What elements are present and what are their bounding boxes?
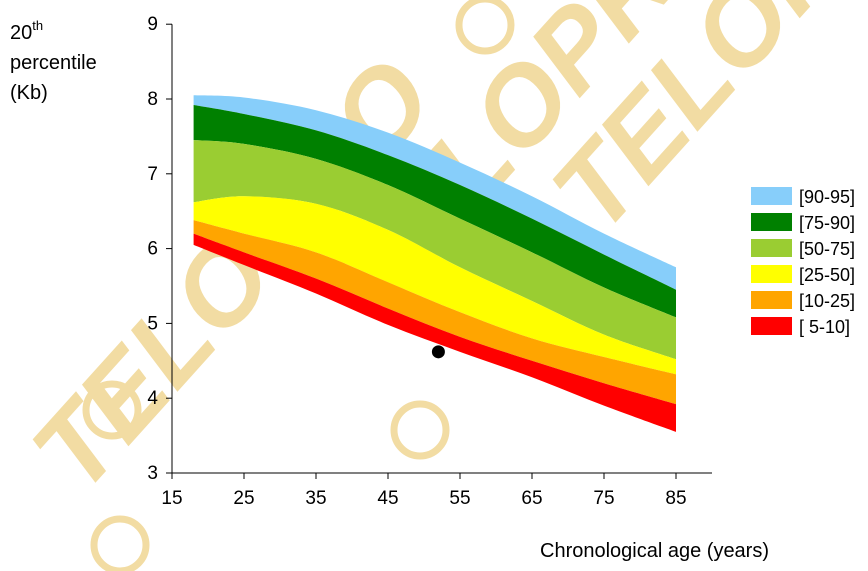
- x-tick-label: 25: [233, 488, 254, 509]
- band-10-25: [193, 220, 676, 405]
- legend-swatch: [751, 239, 792, 257]
- y-label-line3: (Kb): [10, 82, 48, 104]
- y-label-line2: percentile: [10, 52, 97, 74]
- y-tick-label: 4: [147, 388, 158, 409]
- y-axis-label: 20th percentile (Kb): [10, 18, 97, 108]
- band-75-90: [193, 104, 676, 318]
- watermark-registered-icon: [455, 0, 515, 55]
- x-tick-label: 85: [665, 488, 686, 509]
- y-label-sup: th: [32, 18, 44, 33]
- band-50-75: [193, 140, 676, 360]
- patient-data-point: [431, 345, 445, 359]
- legend-label: [10-25]: [799, 291, 855, 311]
- legend-swatch: [751, 291, 792, 309]
- watermark-registered-icon: [90, 515, 150, 571]
- legend-label: [90-95]: [799, 187, 855, 207]
- x-tick-label: 65: [521, 488, 542, 509]
- x-tick-label: 75: [593, 488, 614, 509]
- legend-swatch: [751, 187, 792, 205]
- x-tick-label: 55: [449, 488, 470, 509]
- band-5-10: [193, 233, 676, 432]
- x-tick-label: 35: [305, 488, 326, 509]
- data-point-layer: [431, 345, 445, 359]
- x-tick-label: 45: [377, 488, 398, 509]
- band-25-50: [193, 196, 676, 375]
- y-tick-label: 3: [147, 463, 158, 484]
- legend-label: [25-50]: [799, 265, 855, 285]
- y-tick-label: 9: [147, 14, 158, 35]
- y-tick-label: 6: [147, 239, 158, 260]
- watermark-registered-icon: [82, 380, 142, 440]
- x-tick-label: 15: [161, 488, 182, 509]
- percentile-bands: [193, 95, 676, 432]
- y-tick-label: 5: [147, 313, 158, 334]
- legend: [90-95] [75-90] [50-75] [25-50] [10-25] [ 5-1…: [751, 187, 855, 337]
- y-tick-label: 7: [147, 164, 158, 185]
- watermark-registered-icon: [390, 400, 450, 460]
- legend-label: [50-75]: [799, 239, 855, 259]
- x-axis-label: Chronological age (years): [540, 540, 770, 562]
- y-tick-label: 8: [147, 89, 158, 110]
- legend-swatch: [751, 317, 792, 335]
- legend-label: [ 5-10]: [799, 317, 850, 337]
- y-label-base: 20: [10, 22, 33, 44]
- legend-swatch: [751, 265, 792, 283]
- legend-swatch: [751, 213, 792, 231]
- legend-label: [75-90]: [799, 213, 855, 233]
